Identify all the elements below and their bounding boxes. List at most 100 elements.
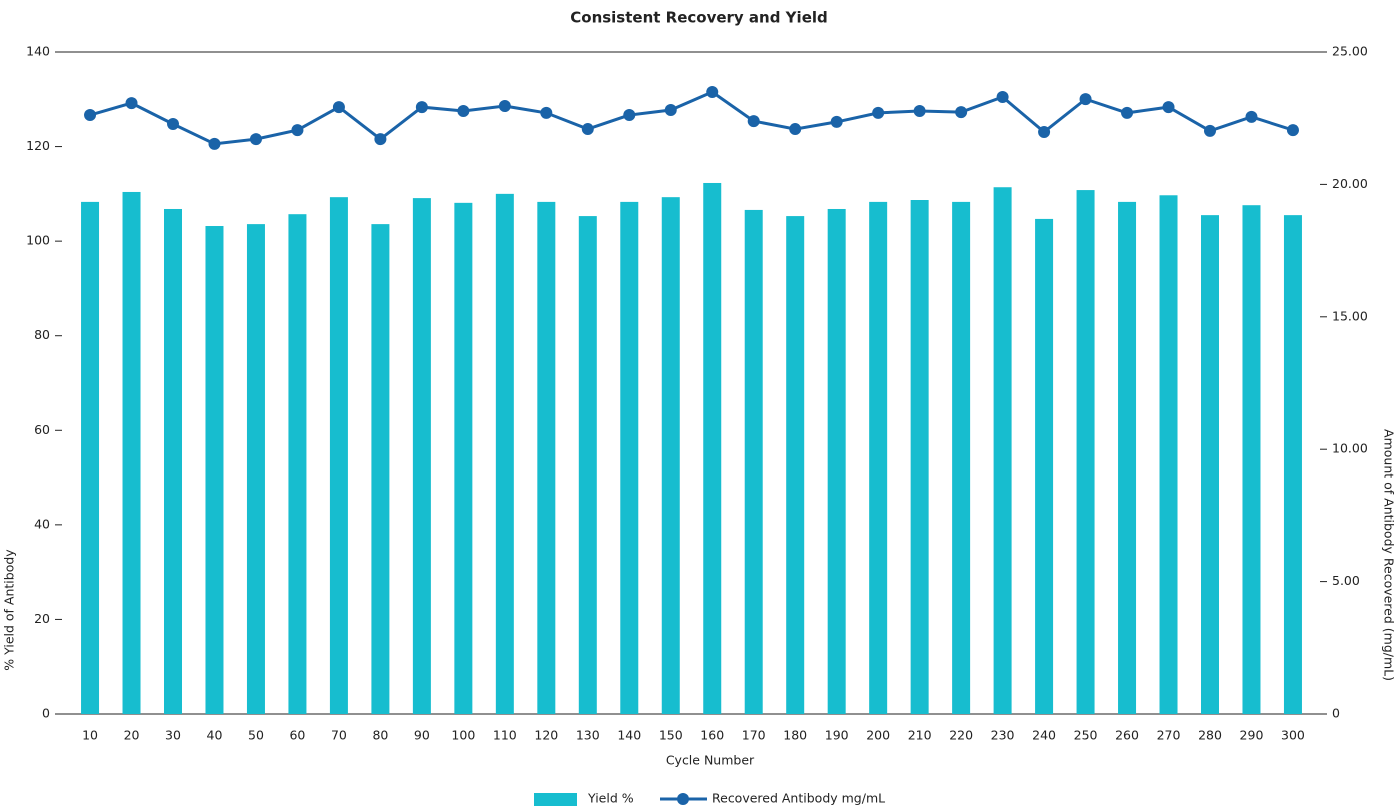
y2-axis-label: Amount of Antibody Recovered (mg/mL)	[1382, 429, 1397, 681]
x-tick-label: 150	[659, 728, 683, 743]
line	[89, 90, 1294, 146]
x-tick-label: 180	[783, 728, 807, 743]
bar	[329, 197, 348, 715]
y-axis-label: % Yield of Antibody	[2, 549, 17, 671]
bar	[620, 201, 639, 714]
x-tick-label: 60	[289, 728, 305, 743]
x-tick-label: 210	[908, 728, 932, 743]
line-marker	[955, 106, 968, 119]
line-marker	[540, 106, 553, 119]
line-marker	[167, 118, 179, 131]
line-marker	[872, 106, 885, 119]
x-tick-label: 270	[1157, 728, 1181, 743]
chart-title: Consistent Recovery and Yield	[570, 9, 828, 27]
bar	[952, 201, 971, 714]
x-tick-label: 170	[742, 728, 766, 743]
line-marker	[789, 123, 802, 136]
x-tick-label: 100	[451, 728, 475, 743]
y-tick-label: 20	[34, 611, 50, 626]
x-tick-label: 110	[493, 728, 517, 743]
line-marker	[1121, 106, 1134, 119]
x-tick-label: 140	[617, 728, 641, 743]
bar	[288, 214, 307, 714]
x-tick-label: 130	[576, 728, 600, 743]
legend-marker	[677, 793, 689, 805]
bar	[495, 193, 514, 714]
bar	[744, 209, 763, 715]
y-tick-label: 60	[34, 422, 50, 437]
x-tick-label: 300	[1281, 728, 1305, 743]
line-marker	[208, 137, 221, 150]
line-marker	[623, 109, 636, 122]
line-marker	[498, 100, 511, 113]
y2-tick-label: 5.00	[1332, 573, 1360, 588]
legend-label: Yield %	[587, 791, 634, 806]
bar	[1159, 195, 1178, 715]
x-tick-label: 240	[1032, 728, 1056, 743]
x-tick-label: 280	[1198, 728, 1222, 743]
x-tick-label: 260	[1115, 728, 1139, 743]
bar	[1118, 201, 1137, 714]
y-tick-label: 120	[26, 138, 50, 153]
line-marker	[913, 105, 926, 118]
line-marker	[664, 103, 677, 116]
bar	[1201, 215, 1219, 714]
line-marker	[125, 97, 138, 110]
x-tick-label: 200	[866, 728, 890, 743]
line-marker	[249, 133, 262, 146]
line-marker	[1079, 93, 1092, 106]
line-marker	[415, 101, 428, 114]
bar	[827, 208, 846, 714]
y-tick-label: 140	[26, 44, 50, 59]
bar	[205, 226, 224, 715]
line-marker	[1038, 125, 1051, 138]
y-tick-label: 40	[34, 516, 50, 531]
bar	[371, 224, 390, 714]
bar	[1283, 215, 1302, 714]
x-tick-label: 190	[825, 728, 849, 743]
line-marker	[996, 91, 1009, 104]
line-marker	[1286, 124, 1299, 137]
y2-tick-label: 15.00	[1332, 308, 1368, 323]
line-marker	[1204, 124, 1216, 137]
line-marker	[581, 123, 594, 136]
bar	[122, 191, 141, 715]
bar	[703, 182, 722, 714]
bar	[786, 216, 805, 714]
bar	[81, 201, 100, 714]
bar	[910, 200, 929, 715]
x-tick-label: 20	[124, 728, 140, 743]
bar	[164, 208, 182, 714]
x-tick-label: 250	[1074, 728, 1098, 743]
bar	[412, 198, 431, 714]
x-tick-label: 70	[331, 728, 347, 743]
y2-tick-label: 0	[1332, 706, 1340, 721]
y2-tick-label: 25.00	[1332, 44, 1368, 59]
bar	[454, 202, 473, 714]
line-marker	[747, 115, 760, 128]
x-tick-label: 80	[372, 728, 388, 743]
line-marker	[706, 85, 719, 98]
bar	[869, 201, 888, 714]
line-marker	[374, 133, 387, 146]
x-tick-label: 290	[1240, 728, 1264, 743]
legend-label: Recovered Antibody mg/mL	[712, 791, 885, 806]
x-tick-label: 40	[207, 728, 223, 743]
x-axis-label: Cycle Number	[666, 753, 755, 768]
y-tick-label: 100	[26, 233, 50, 248]
line-marker	[1245, 110, 1258, 123]
x-tick-label: 90	[414, 728, 430, 743]
bar	[578, 216, 597, 714]
x-tick-label: 120	[534, 728, 558, 743]
line-marker	[291, 124, 304, 137]
y2-tick-label: 20.00	[1332, 176, 1368, 191]
line-marker	[830, 115, 843, 128]
line-marker	[1162, 101, 1175, 114]
y2-tick-label: 10.00	[1332, 441, 1368, 456]
x-tick-label: 160	[700, 728, 724, 743]
line-marker	[84, 109, 97, 122]
x-tick-label: 220	[949, 728, 973, 743]
bar	[993, 187, 1012, 715]
bar	[537, 201, 556, 714]
